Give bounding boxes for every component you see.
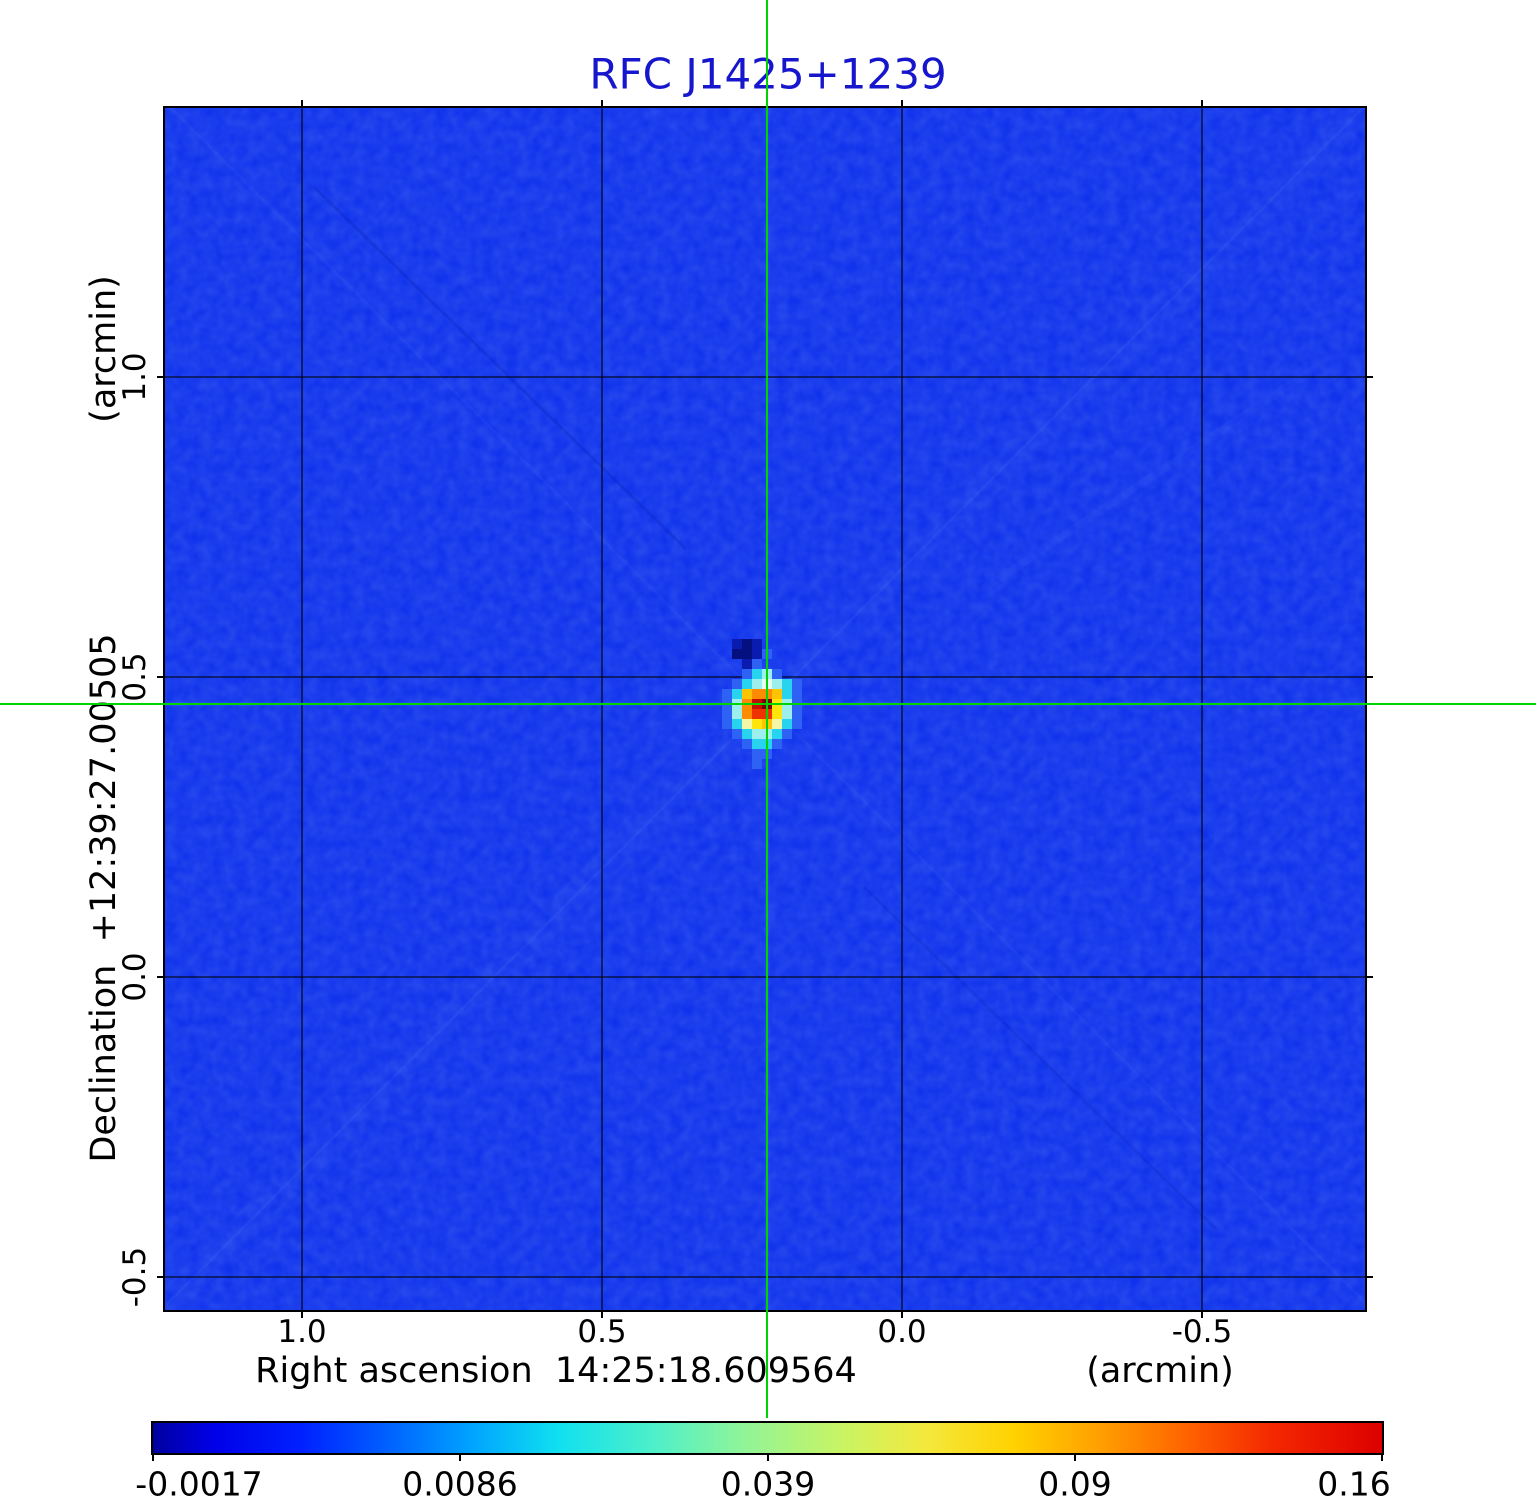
y-tick-mark	[1365, 1276, 1373, 1278]
y-tick-mark	[1365, 676, 1373, 678]
x-tick-mark	[1201, 100, 1203, 108]
x-axis-title: Right ascension 14:25:18.609564	[255, 1351, 857, 1391]
colorbar-tick-label: 0.0086	[402, 1464, 518, 1504]
y-tick-label: 1.0	[117, 352, 153, 402]
colorbar-tick-label: 0.16	[1317, 1464, 1391, 1504]
y-tick-mark	[157, 376, 165, 378]
colorbar-tick-mark	[1074, 1453, 1076, 1461]
sky-image	[165, 108, 1365, 1310]
crosshair-horizontal-line	[0, 703, 1536, 705]
x-tick-mark	[901, 100, 903, 108]
y-tick-mark	[157, 1276, 165, 1278]
colorbar	[151, 1421, 1384, 1455]
colorbar-tick-mark	[767, 1453, 769, 1461]
x-tick-mark	[301, 1310, 303, 1318]
y-tick-mark	[1365, 376, 1373, 378]
colorbar-tick-mark	[459, 1453, 461, 1461]
x-tick-label: 0.5	[577, 1314, 627, 1350]
crosshair-vertical-line	[766, 0, 768, 1418]
colorbar-tick-mark	[152, 1453, 154, 1461]
colorbar-tick-label: 0.039	[720, 1464, 816, 1504]
y-tick-mark	[157, 676, 165, 678]
figure-title: RFC J1425+1239	[589, 49, 947, 99]
y-tick-label: -0.5	[117, 1246, 153, 1308]
x-tick-label: -0.5	[1171, 1314, 1233, 1350]
y-tick-mark	[157, 976, 165, 978]
y-tick-label: 0.5	[117, 652, 153, 702]
x-tick-mark	[601, 100, 603, 108]
x-tick-mark	[1201, 1310, 1203, 1318]
x-tick-mark	[901, 1310, 903, 1318]
x-axis-unit-label: (arcmin)	[1086, 1351, 1234, 1391]
y-axis-title: Declination +12:39:27.00505	[84, 633, 124, 1163]
y-tick-mark	[1365, 976, 1373, 978]
x-tick-label: 0.0	[877, 1314, 927, 1350]
x-tick-label: 1.0	[277, 1314, 327, 1350]
x-tick-mark	[301, 100, 303, 108]
colorbar-tick-label: -0.0017	[135, 1464, 263, 1504]
y-tick-label: 0.0	[117, 952, 153, 1002]
image-panel[interactable]	[163, 106, 1367, 1312]
colorbar-tick-mark	[1381, 1453, 1383, 1461]
colorbar-tick-label: 0.09	[1038, 1464, 1112, 1504]
x-tick-mark	[601, 1310, 603, 1318]
